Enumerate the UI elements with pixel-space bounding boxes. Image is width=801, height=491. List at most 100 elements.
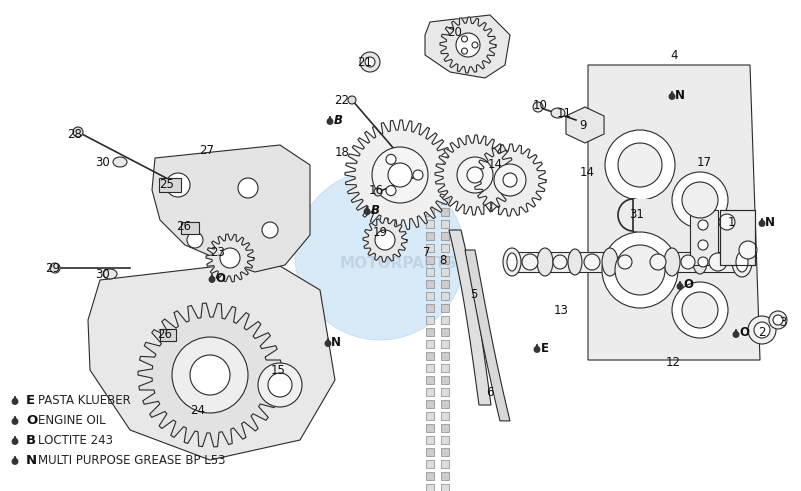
Circle shape [709, 253, 727, 271]
Polygon shape [588, 65, 760, 360]
Circle shape [190, 355, 230, 395]
Bar [426, 292, 434, 300]
Text: LOCTITE 243: LOCTITE 243 [38, 435, 113, 447]
Circle shape [172, 337, 248, 413]
Ellipse shape [537, 248, 553, 276]
Circle shape [472, 42, 478, 48]
Bar [441, 208, 449, 216]
Text: 17: 17 [697, 157, 711, 169]
Bar [441, 388, 449, 396]
Text: MOTORPARTS: MOTORPARTS [340, 255, 457, 271]
Text: 14: 14 [488, 159, 502, 171]
Polygon shape [325, 341, 331, 346]
Circle shape [372, 147, 428, 203]
Text: 29: 29 [46, 262, 61, 274]
Ellipse shape [551, 108, 565, 118]
Circle shape [682, 182, 718, 218]
Bar [441, 460, 449, 468]
Bar [690, 210, 718, 265]
Polygon shape [566, 107, 604, 143]
Text: 23: 23 [211, 246, 225, 260]
Polygon shape [326, 338, 330, 344]
Text: 12: 12 [666, 356, 681, 370]
Bar [426, 256, 434, 264]
Circle shape [773, 315, 783, 325]
Polygon shape [678, 284, 682, 289]
Ellipse shape [103, 269, 117, 279]
Circle shape [618, 143, 662, 187]
Bar [633, 199, 663, 231]
Text: 27: 27 [199, 143, 215, 157]
Bar [426, 460, 434, 468]
Bar [426, 424, 434, 432]
Polygon shape [364, 209, 370, 214]
Circle shape [456, 33, 480, 57]
Polygon shape [14, 436, 17, 441]
Bar [426, 208, 434, 216]
Circle shape [748, 316, 776, 344]
Text: E: E [26, 394, 35, 408]
Polygon shape [425, 15, 510, 78]
Polygon shape [449, 230, 491, 405]
Ellipse shape [736, 252, 748, 272]
Bar [426, 232, 434, 240]
Text: 20: 20 [448, 26, 462, 38]
Ellipse shape [113, 157, 127, 167]
Polygon shape [12, 459, 18, 464]
Bar [426, 412, 434, 420]
Polygon shape [535, 344, 539, 350]
Text: ENGINE OIL: ENGINE OIL [38, 414, 106, 428]
Polygon shape [14, 456, 17, 462]
Polygon shape [760, 218, 763, 223]
Bar [441, 232, 449, 240]
Polygon shape [759, 221, 765, 226]
Circle shape [187, 232, 203, 248]
Circle shape [533, 102, 543, 112]
Text: 7: 7 [423, 246, 431, 258]
Circle shape [73, 127, 83, 137]
Text: 2: 2 [759, 326, 766, 338]
Circle shape [50, 263, 60, 273]
Polygon shape [735, 329, 738, 334]
Circle shape [698, 257, 708, 267]
Circle shape [739, 241, 757, 259]
Ellipse shape [693, 250, 707, 274]
Polygon shape [365, 206, 368, 212]
Polygon shape [181, 222, 199, 234]
Bar [426, 340, 434, 348]
Circle shape [672, 282, 728, 338]
Circle shape [719, 214, 735, 230]
Text: 14: 14 [579, 166, 594, 180]
Text: 5: 5 [470, 289, 477, 301]
Polygon shape [345, 120, 455, 230]
Bar [441, 256, 449, 264]
Text: MULTI PURPOSE GREASE BP L53: MULTI PURPOSE GREASE BP L53 [38, 455, 226, 467]
Bar [426, 472, 434, 480]
Circle shape [413, 170, 423, 180]
Text: 19: 19 [372, 225, 388, 239]
Text: 30: 30 [95, 268, 111, 280]
Polygon shape [210, 274, 214, 279]
Text: 13: 13 [553, 303, 569, 317]
Circle shape [494, 164, 526, 196]
Circle shape [681, 255, 695, 269]
Bar [441, 436, 449, 444]
Circle shape [461, 36, 468, 42]
Polygon shape [138, 303, 282, 447]
Text: 25: 25 [159, 178, 175, 191]
Bar [426, 328, 434, 336]
Text: 8: 8 [439, 253, 447, 267]
Bar [426, 316, 434, 324]
Circle shape [650, 254, 666, 270]
Circle shape [522, 254, 538, 270]
Bar [441, 328, 449, 336]
Circle shape [262, 222, 278, 238]
Circle shape [220, 248, 240, 268]
Circle shape [461, 48, 468, 54]
Text: 18: 18 [335, 145, 349, 159]
Bar [426, 220, 434, 228]
Bar [441, 304, 449, 312]
Ellipse shape [503, 248, 521, 276]
Bar [441, 484, 449, 491]
Circle shape [553, 255, 567, 269]
